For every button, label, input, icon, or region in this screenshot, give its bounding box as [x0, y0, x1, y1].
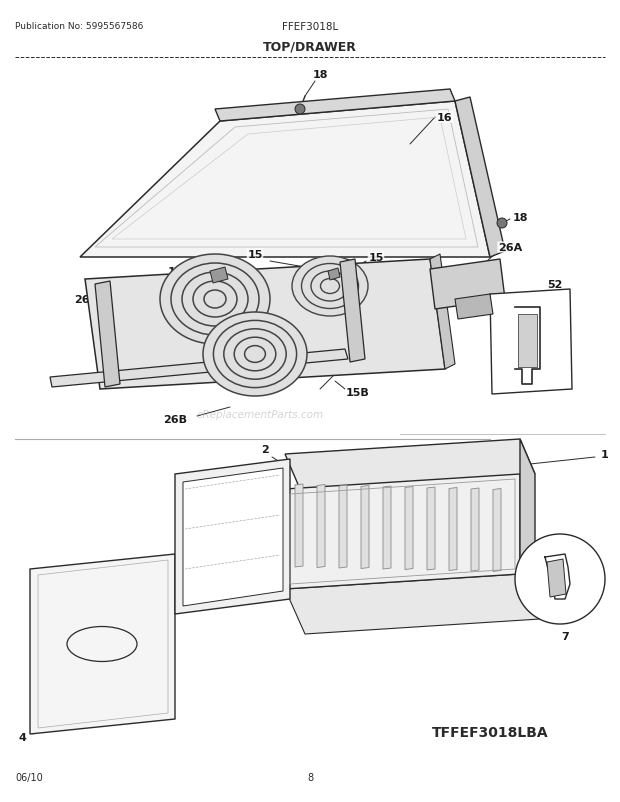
- Polygon shape: [455, 98, 505, 257]
- Polygon shape: [490, 290, 572, 395]
- Text: 26A: 26A: [498, 243, 522, 253]
- Polygon shape: [520, 439, 535, 574]
- Polygon shape: [471, 488, 479, 571]
- Polygon shape: [215, 90, 455, 122]
- Polygon shape: [30, 554, 175, 734]
- Text: 52: 52: [547, 280, 563, 290]
- Polygon shape: [361, 486, 369, 569]
- Text: 26B: 26B: [163, 415, 187, 424]
- Ellipse shape: [292, 257, 368, 317]
- Text: 7: 7: [561, 631, 569, 642]
- Text: Publication No: 5995567586: Publication No: 5995567586: [15, 22, 143, 31]
- Text: 15: 15: [368, 253, 384, 263]
- Polygon shape: [455, 294, 493, 320]
- Polygon shape: [449, 488, 457, 571]
- Polygon shape: [285, 574, 540, 634]
- Polygon shape: [285, 475, 520, 589]
- Polygon shape: [183, 468, 283, 606]
- Polygon shape: [95, 282, 120, 387]
- Text: 18: 18: [312, 70, 328, 80]
- Polygon shape: [518, 314, 537, 367]
- Ellipse shape: [160, 255, 270, 345]
- Polygon shape: [328, 269, 340, 281]
- Polygon shape: [430, 255, 455, 370]
- Text: 26: 26: [377, 353, 393, 363]
- Circle shape: [497, 219, 507, 229]
- Polygon shape: [340, 260, 365, 363]
- Polygon shape: [547, 559, 566, 597]
- Text: 06/10: 06/10: [15, 772, 43, 782]
- Polygon shape: [339, 485, 347, 569]
- Text: 4: 4: [18, 732, 26, 742]
- Polygon shape: [427, 488, 435, 570]
- Polygon shape: [430, 260, 505, 310]
- Ellipse shape: [203, 313, 307, 396]
- Polygon shape: [317, 485, 325, 568]
- Text: 16: 16: [437, 113, 453, 123]
- Polygon shape: [175, 460, 290, 614]
- Polygon shape: [383, 486, 391, 569]
- Text: 18: 18: [512, 213, 528, 223]
- Polygon shape: [50, 350, 348, 387]
- Polygon shape: [295, 484, 303, 567]
- Text: 15: 15: [247, 249, 263, 260]
- Text: TFFEF3018LBA: TFFEF3018LBA: [432, 725, 548, 739]
- Polygon shape: [210, 268, 228, 284]
- Text: 15A: 15A: [168, 267, 192, 277]
- Text: 15B: 15B: [346, 387, 370, 398]
- Polygon shape: [80, 102, 490, 257]
- Polygon shape: [493, 489, 501, 572]
- Text: 2: 2: [261, 444, 269, 455]
- Text: FFEF3018L: FFEF3018L: [282, 22, 338, 32]
- Polygon shape: [85, 260, 445, 390]
- Text: eReplacementParts.com: eReplacementParts.com: [197, 410, 324, 419]
- Text: 8: 8: [307, 772, 313, 782]
- Text: TOP/DRAWER: TOP/DRAWER: [263, 40, 357, 53]
- Text: 26: 26: [74, 294, 90, 305]
- Polygon shape: [285, 439, 535, 489]
- Circle shape: [295, 105, 305, 115]
- Circle shape: [515, 534, 605, 624]
- Polygon shape: [405, 487, 413, 569]
- Text: 1: 1: [601, 449, 609, 460]
